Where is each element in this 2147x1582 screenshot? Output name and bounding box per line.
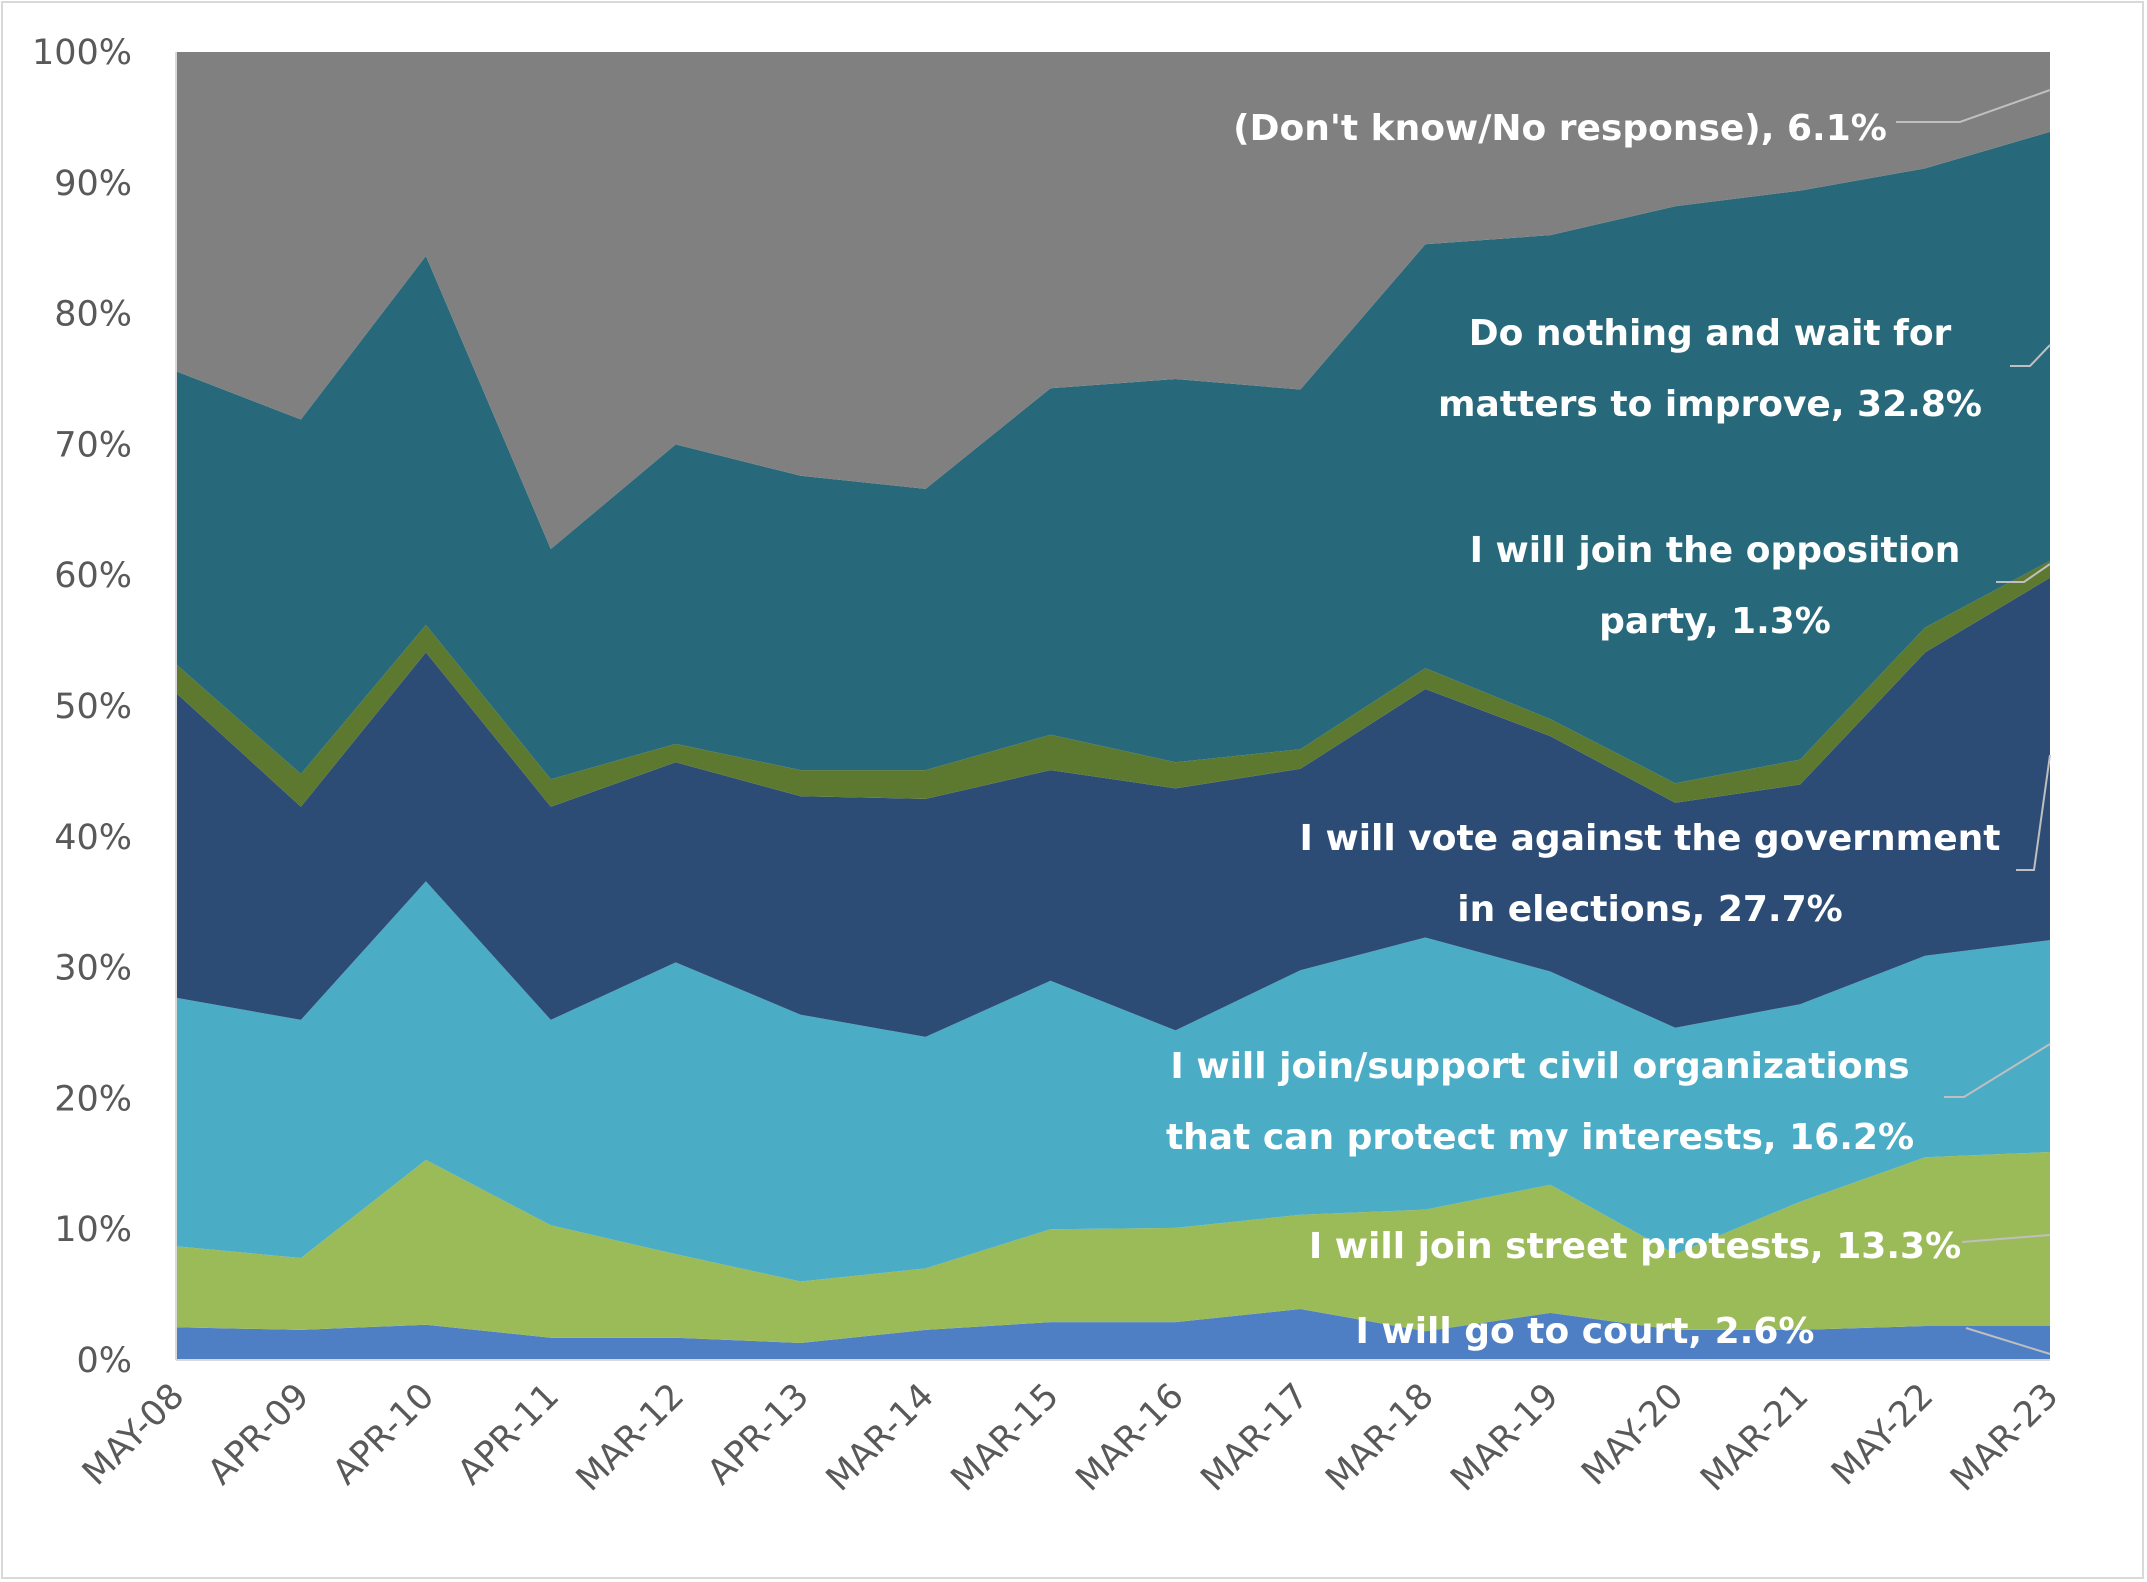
- area-series-4: [176, 560, 2050, 807]
- y-tick-label: 0%: [76, 1341, 132, 1381]
- x-tick-label: APR-13: [700, 1376, 817, 1493]
- x-tick-label: MAR-18: [1319, 1376, 1442, 1499]
- x-tick-label: APR-09: [201, 1376, 318, 1493]
- data-label: that can protect my interests, 16.2%: [1166, 1117, 1914, 1158]
- y-tick-label: 10%: [54, 1210, 132, 1250]
- leader-line: [1996, 563, 2051, 583]
- x-tick-label: MAY-22: [1824, 1376, 1941, 1493]
- data-label: Do nothing and wait for: [1469, 313, 1952, 354]
- data-label: I will join the opposition: [1470, 530, 1961, 571]
- x-tick-label: MAR-21: [1693, 1376, 1816, 1499]
- y-tick-label: 80%: [54, 295, 132, 335]
- x-tick-label: MAR-19: [1443, 1376, 1566, 1499]
- y-tick-label: 60%: [54, 556, 132, 596]
- area-series-3: [176, 577, 2050, 1037]
- data-label: (Don't know/No response), 6.1%: [1233, 108, 1887, 149]
- leader-line: [2016, 754, 2051, 871]
- y-tick-label: 70%: [54, 425, 132, 465]
- x-tick-label: MAY-20: [1574, 1376, 1691, 1493]
- area-series-0: [176, 1309, 2050, 1360]
- data-label: I will go to court, 2.6%: [1356, 1311, 1815, 1352]
- x-tick-label: MAR-15: [944, 1376, 1067, 1499]
- leader-line: [1944, 1043, 2051, 1098]
- x-tick-label: MAR-14: [819, 1376, 942, 1499]
- area-series-5: [176, 131, 2050, 784]
- data-label: I will vote against the government: [1300, 818, 2001, 859]
- x-tick-label: APR-11: [450, 1376, 567, 1493]
- area-series-6: [176, 52, 2050, 549]
- y-tick-label: 40%: [54, 818, 132, 858]
- data-label: matters to improve, 32.8%: [1438, 384, 1982, 425]
- y-axis: 0% 10% 20% 30% 40% 50% 60% 70% 80% 90% 100%: [32, 33, 177, 1381]
- leader-line: [1896, 89, 2051, 123]
- data-label: I will join/support civil organizations: [1170, 1046, 1909, 1087]
- data-label: in elections, 27.7%: [1457, 889, 1842, 930]
- y-tick-label: 90%: [54, 164, 132, 204]
- leader-line: [1961, 1234, 2051, 1243]
- data-label: I will join street protests, 13.3%: [1309, 1226, 1961, 1267]
- area-series-1: [176, 1152, 2050, 1343]
- y-tick-label: 30%: [54, 949, 132, 989]
- y-tick-label: 50%: [54, 687, 132, 727]
- x-tick-label: MAR-12: [569, 1376, 692, 1499]
- x-tick-label: APR-10: [325, 1376, 442, 1493]
- x-tick-label: MAR-16: [1069, 1376, 1192, 1499]
- data-labels: (Don't know/No response), 6.1% Do nothing…: [1166, 108, 2001, 1352]
- x-tick-label: MAR-17: [1194, 1376, 1317, 1499]
- data-label: party, 1.3%: [1599, 601, 1831, 642]
- y-tick-label: 100%: [32, 33, 132, 73]
- x-tick-label: MAR-23: [1943, 1376, 2066, 1499]
- y-tick-label: 20%: [54, 1079, 132, 1119]
- label-leader-lines: [1896, 89, 2051, 1355]
- leader-line: [2010, 344, 2051, 367]
- area-series-2: [176, 881, 2050, 1282]
- x-axis: MAY-08 APR-09 APR-10 APR-11 MAR-12 APR-13 MAR-…: [75, 1359, 2066, 1499]
- x-tick-label: MAY-08: [75, 1376, 192, 1493]
- leader-line: [1965, 1327, 2051, 1355]
- area-layers: [176, 52, 2050, 1360]
